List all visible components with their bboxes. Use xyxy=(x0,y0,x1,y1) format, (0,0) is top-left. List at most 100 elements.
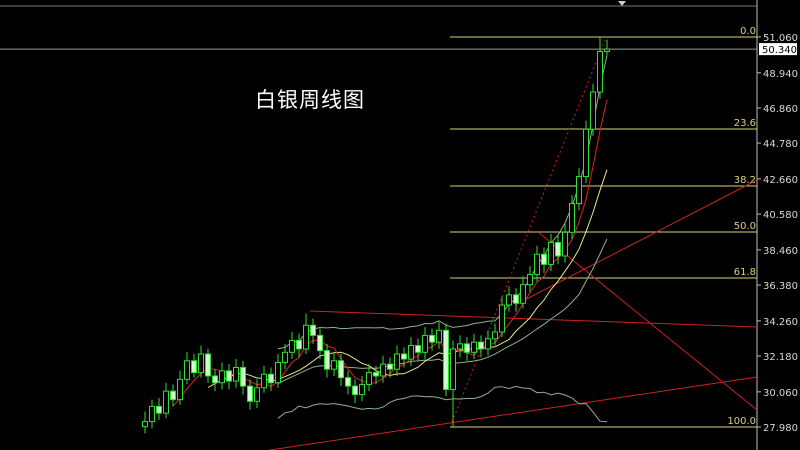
fibonacci-retracement[interactable]: 0.0 23.6 38.2 50.0 61.8 100.0 xyxy=(0,26,757,428)
axis-tick-label: 34.260 xyxy=(763,317,798,328)
candle-body xyxy=(226,370,232,382)
bollinger-upper xyxy=(277,55,608,350)
shift-marker-icon[interactable] xyxy=(618,1,626,6)
candle-body xyxy=(569,203,575,233)
candle-body xyxy=(555,241,561,257)
axis-tick-label: 30.060 xyxy=(763,388,798,399)
candle-body xyxy=(443,329,449,390)
trendline-dotted xyxy=(451,39,606,423)
candle-body xyxy=(212,375,218,384)
candle-body xyxy=(261,373,267,389)
candle-body xyxy=(380,363,386,377)
current-price-box xyxy=(759,43,797,56)
fib-level-label: 0.0 xyxy=(740,26,756,37)
candle-body xyxy=(590,91,596,130)
candle-body xyxy=(471,341,477,353)
bollinger-lower xyxy=(277,385,608,423)
candle-body xyxy=(492,331,498,340)
candle-body xyxy=(485,338,491,350)
candle-body xyxy=(366,372,372,385)
candle-body xyxy=(156,405,162,414)
candle-body xyxy=(401,353,407,360)
candle-body xyxy=(415,345,421,353)
candle-body xyxy=(345,377,351,387)
axis-tick-label: 48.940 xyxy=(763,69,798,80)
fib-level-label: 100.0 xyxy=(727,416,756,427)
axis-tick-label: 40.580 xyxy=(763,210,798,221)
chart-title: 白银周线图 xyxy=(255,88,365,112)
candle-body xyxy=(198,353,204,374)
candle-body xyxy=(177,378,183,401)
fib-level-label: 38.2 xyxy=(734,175,756,186)
candle-body xyxy=(499,304,505,333)
candle-body xyxy=(373,372,379,377)
candle-body xyxy=(184,360,190,380)
moving-average-slow xyxy=(207,169,608,388)
candle-body xyxy=(478,341,484,350)
candle-body xyxy=(562,231,568,257)
fib-level-label: 50.0 xyxy=(734,221,756,232)
candle-body xyxy=(289,339,295,353)
axis-tick-label: 51.060 xyxy=(763,33,798,44)
axis-tick-label: 36.380 xyxy=(763,281,798,292)
candle-body xyxy=(338,360,344,379)
candle-body xyxy=(359,383,365,396)
fib-level-label: 61.8 xyxy=(734,267,756,278)
candle-body xyxy=(464,343,470,353)
candle-body xyxy=(450,348,456,390)
candle-body xyxy=(142,421,148,428)
candle-body xyxy=(149,405,155,423)
candle-body xyxy=(240,367,246,387)
trendline xyxy=(309,310,758,328)
candle-body xyxy=(282,351,288,363)
candle-body xyxy=(597,50,603,93)
candle-body xyxy=(506,294,512,306)
candle-body xyxy=(205,353,211,377)
candle-body xyxy=(310,324,316,336)
candle-body xyxy=(408,345,414,360)
candle-body xyxy=(331,360,337,370)
candle-body xyxy=(436,329,442,343)
candle-body xyxy=(254,387,260,402)
current-price-label: 50.340 xyxy=(762,45,797,56)
axis-tick-label: 38.460 xyxy=(763,246,798,257)
candle-body xyxy=(576,176,582,205)
candle-body xyxy=(548,241,554,265)
axis-tick-label: 32.180 xyxy=(763,352,798,363)
candle-body xyxy=(422,334,428,353)
axis-tick-label: 27.980 xyxy=(763,423,798,434)
candle-body xyxy=(170,390,176,401)
candle-body xyxy=(275,361,281,384)
candle-body xyxy=(303,324,309,350)
candle-body xyxy=(352,385,358,396)
candle-body xyxy=(520,284,526,304)
candle-body xyxy=(513,294,519,304)
fib-level-label: 23.6 xyxy=(734,118,756,129)
price-axis: 51.060 48.940 46.860 44.780 42.660 40.580 38.4… xyxy=(757,33,798,434)
candle-body xyxy=(457,343,463,350)
axis-tick-label: 46.860 xyxy=(763,104,798,115)
candle-body xyxy=(317,334,323,352)
candle-body xyxy=(527,274,533,286)
candles xyxy=(142,36,610,434)
candle-body xyxy=(233,367,239,382)
candle-body xyxy=(583,128,589,178)
trendline xyxy=(537,231,758,411)
candle-body xyxy=(324,350,330,370)
candle-body xyxy=(247,385,253,402)
candle-body xyxy=(268,373,274,384)
candle-body xyxy=(387,363,393,370)
candle-body xyxy=(394,353,400,370)
candle-body xyxy=(219,370,225,384)
axis-tick-label: 44.780 xyxy=(763,139,798,150)
candle-body xyxy=(429,334,435,343)
candle-body xyxy=(541,253,547,265)
candle-body xyxy=(191,360,197,374)
candle-body xyxy=(296,339,302,350)
trendline xyxy=(269,376,758,450)
candle-body xyxy=(534,253,540,276)
axis-tick-label: 42.660 xyxy=(763,175,798,186)
candle-body xyxy=(604,48,610,52)
candle-body xyxy=(163,390,169,414)
